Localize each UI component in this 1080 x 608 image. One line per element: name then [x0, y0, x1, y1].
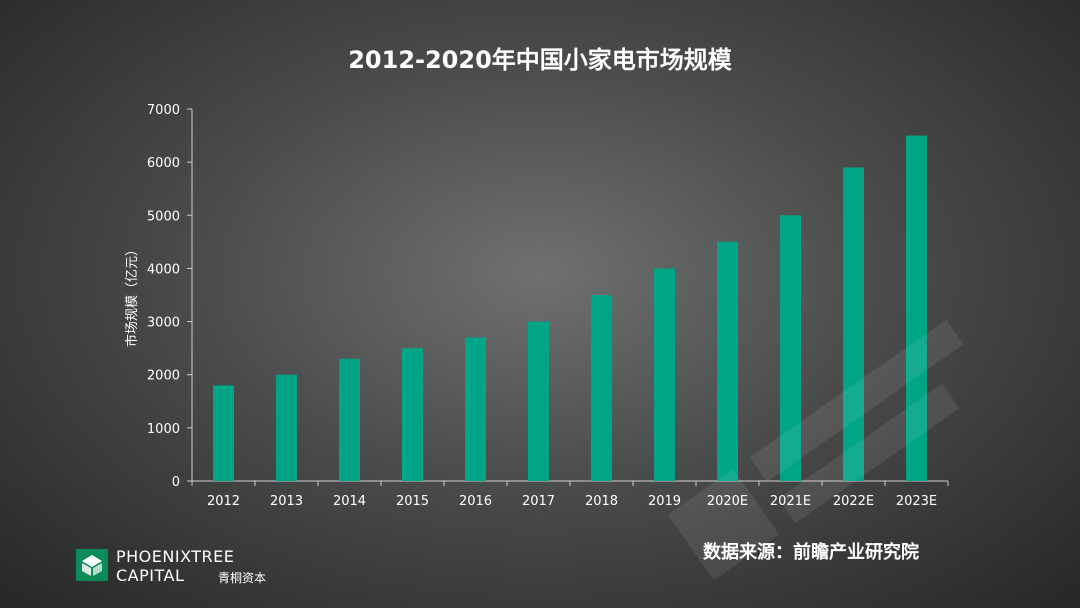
x-tick-label: 2019	[648, 494, 681, 509]
x-tick-label: 2017	[522, 494, 555, 509]
y-tick-label: 7000	[147, 103, 180, 118]
bar	[843, 167, 864, 481]
x-tick-label: 2020E	[707, 494, 748, 509]
bar	[780, 215, 801, 482]
brand-name-chinese: 青桐资本	[218, 571, 267, 585]
data-source-note: 数据来源：前瞻产业研究院	[703, 542, 919, 563]
bar	[906, 135, 927, 482]
x-tick-label: 2018	[585, 494, 618, 509]
x-tick-label: 2012	[207, 494, 240, 509]
x-tick-label: 2016	[459, 494, 492, 509]
x-tick-label: 2014	[333, 494, 366, 509]
bar	[591, 295, 612, 481]
chart-labels: 0 1000 2000 3000 4000 5000 6000 7000 2012 2013 201…	[124, 103, 937, 509]
y-tick-label: 6000	[147, 156, 180, 171]
bar	[339, 358, 360, 481]
bar	[528, 321, 549, 481]
brand-name-line2: CAPITAL	[116, 566, 185, 585]
y-tick-label: 0	[172, 475, 180, 490]
x-tick-label: 2022E	[833, 494, 874, 509]
y-tick-label: 3000	[147, 316, 180, 331]
chart-bars	[213, 135, 927, 482]
bar	[654, 268, 675, 481]
x-tick-label: 2023E	[896, 494, 937, 509]
x-tick-label: 2021E	[770, 494, 811, 509]
y-tick-label: 5000	[147, 209, 180, 224]
y-tick-label: 4000	[147, 262, 180, 277]
bar	[276, 374, 297, 481]
bar	[717, 241, 738, 481]
y-axis-label: 市场规模（亿元）	[124, 243, 140, 347]
x-tick-label: 2013	[270, 494, 303, 509]
bar	[465, 337, 486, 481]
x-tick-label: 2015	[396, 494, 429, 509]
phoenixtree-logo-icon	[76, 549, 108, 581]
bar	[402, 348, 423, 481]
y-tick-label: 2000	[147, 369, 180, 384]
brand-name-line1: PHOENIXTREE	[116, 547, 235, 566]
bar	[213, 385, 234, 481]
y-tick-label: 1000	[147, 422, 180, 437]
chart-title: 2012-2020年中国小家电市场规模	[348, 46, 732, 74]
chart-axes	[187, 108, 949, 486]
